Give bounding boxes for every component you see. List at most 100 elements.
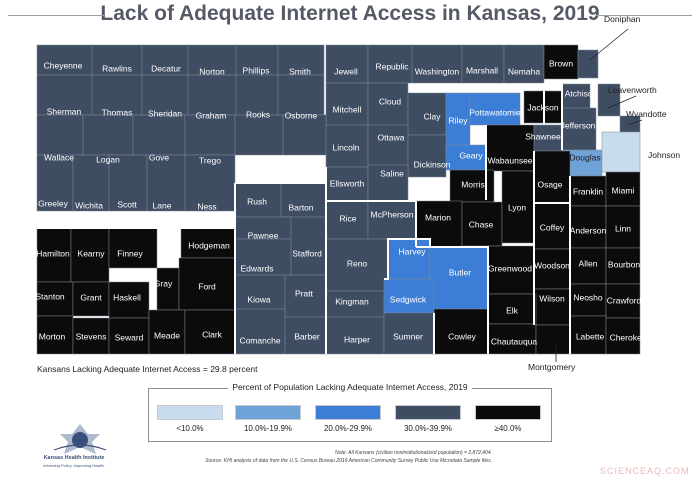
county-label-finney: Finney xyxy=(117,248,143,258)
county-label-labette: Labette xyxy=(576,331,605,341)
county-label-scott: Scott xyxy=(117,199,137,209)
county-linn xyxy=(605,205,641,249)
county-ellsworth xyxy=(325,166,369,202)
county-sherman xyxy=(36,74,93,116)
county-mcpherson xyxy=(367,200,417,240)
county-label-rice: Rice xyxy=(339,213,356,223)
callout-label-wyandotte: Wyandotte xyxy=(626,109,667,119)
county-label-sherman: Sherman xyxy=(47,106,82,116)
county-norton xyxy=(187,44,237,76)
footnote: Note: All Kansans (civilian noninstituti… xyxy=(335,450,492,456)
county-barber xyxy=(284,316,327,355)
county-graham xyxy=(187,74,237,116)
county-label-jewell: Jewell xyxy=(334,66,358,76)
county-label-atchison: Atchison xyxy=(565,88,598,98)
county-elk xyxy=(487,293,537,325)
county-label-morton: Morton xyxy=(39,331,66,341)
county-greenwood xyxy=(487,245,535,295)
legend-swatch xyxy=(475,405,541,420)
county-label-graham: Graham xyxy=(196,110,227,120)
county-label-norton: Norton xyxy=(199,66,225,76)
county-osage xyxy=(533,150,571,204)
county-label-harvey: Harvey xyxy=(399,246,427,256)
county-label-greenwood: Greenwood xyxy=(488,263,532,273)
county-clark xyxy=(184,309,236,355)
county-label-chase: Chase xyxy=(469,219,494,229)
county-label-franklin: Franklin xyxy=(573,186,604,196)
county-meade xyxy=(148,309,186,355)
county-label-gove: Gove xyxy=(149,152,170,162)
county-grant xyxy=(72,281,110,317)
kansas-county-map: Cheyenne Rawlins Decatur Norton Phillips Smit… xyxy=(35,14,680,372)
county-label-lane: Lane xyxy=(153,200,172,210)
county-sumner xyxy=(383,312,435,355)
county-label-kearny: Kearny xyxy=(78,248,106,258)
watermark: SCIENCEAQ.COM xyxy=(600,466,690,476)
callout-line-leavenworth xyxy=(607,95,637,109)
county-label-reno: Reno xyxy=(347,258,368,268)
county-label-gray: Gray xyxy=(154,278,173,288)
legend-item-under-10: <10.0% xyxy=(157,405,223,433)
legend-label: 10.0%-19.9% xyxy=(243,424,293,433)
county-label-thomas: Thomas xyxy=(102,107,133,117)
county-label-decatur: Decatur xyxy=(151,63,181,73)
county-stevens xyxy=(72,317,110,355)
legend-label: <10.0% xyxy=(176,424,204,433)
callouts: Doniphan Leavenworth Wyandotte Johnson Montg… xyxy=(528,14,680,372)
county-label-neosho: Neosho xyxy=(573,292,603,302)
callout-label-doniphan: Doniphan xyxy=(604,14,641,24)
county-label-kingman: Kingman xyxy=(335,296,369,306)
county-label-wilson: Wilson xyxy=(539,293,565,303)
county-label-osborne: Osborne xyxy=(285,110,318,120)
county-doniphan xyxy=(577,49,599,79)
county-labels: Cheyenne Rawlins Decatur Norton Phillips Smit… xyxy=(35,58,646,346)
county-coffey xyxy=(533,202,571,250)
county-label-sumner: Sumner xyxy=(393,331,423,341)
county-decatur xyxy=(141,44,189,76)
county-gray xyxy=(156,267,180,311)
title-rule-right xyxy=(596,15,692,16)
logo-name: Kansas Health Institute xyxy=(43,455,105,461)
county-smith xyxy=(277,44,325,76)
county-label-cloud: Cloud xyxy=(379,96,401,106)
county-miami xyxy=(605,171,641,207)
county-layer xyxy=(36,44,641,355)
county-label-lyon: Lyon xyxy=(508,202,526,212)
county-label-douglas: Douglas xyxy=(569,152,600,162)
county-kearny xyxy=(70,227,110,283)
county-geary xyxy=(445,144,487,171)
county-ford xyxy=(178,257,236,311)
legend-swatch xyxy=(235,405,301,420)
county-dickinson xyxy=(407,134,447,178)
county-stafford xyxy=(290,216,327,276)
legend: Percent of Population Lacking Adequate I… xyxy=(148,382,552,442)
legend-item-20-29: 20.0%-29.9% xyxy=(315,405,381,433)
county-montgomery xyxy=(535,324,571,355)
county-ellis xyxy=(234,114,284,156)
county-label-seward: Seward xyxy=(115,332,144,342)
county-label-comanche: Comanche xyxy=(239,335,280,345)
county-label-harper: Harper xyxy=(344,334,370,344)
county-label-logan: Logan xyxy=(96,154,120,164)
county-harvey xyxy=(387,238,431,280)
legend-swatch xyxy=(157,405,223,420)
county-label-trego: Trego xyxy=(199,155,221,165)
callout-label-montgomery: Montgomery xyxy=(528,362,576,372)
county-saline xyxy=(367,164,409,202)
county-johnson xyxy=(601,131,641,173)
county-label-wallace: Wallace xyxy=(44,152,74,162)
county-washington xyxy=(411,44,463,84)
county-label-russell: Russell xyxy=(289,154,317,164)
legend-title: Percent of Population Lacking Adequate I… xyxy=(149,382,551,392)
county-pottawatomie xyxy=(469,92,521,126)
county-cheyenne xyxy=(36,44,93,76)
logo-tagline: Informing Policy. Improving Health. xyxy=(43,463,105,468)
county-ness xyxy=(184,154,236,212)
county-label-geary: Geary xyxy=(459,150,483,160)
county-comanche xyxy=(234,308,286,355)
source-note: Source: KHI analysis of data from the U.… xyxy=(205,458,492,464)
county-kiowa xyxy=(234,274,286,310)
callout-line-doniphan xyxy=(589,28,629,61)
county-nemaha xyxy=(503,44,545,84)
county-pratt xyxy=(284,274,327,318)
